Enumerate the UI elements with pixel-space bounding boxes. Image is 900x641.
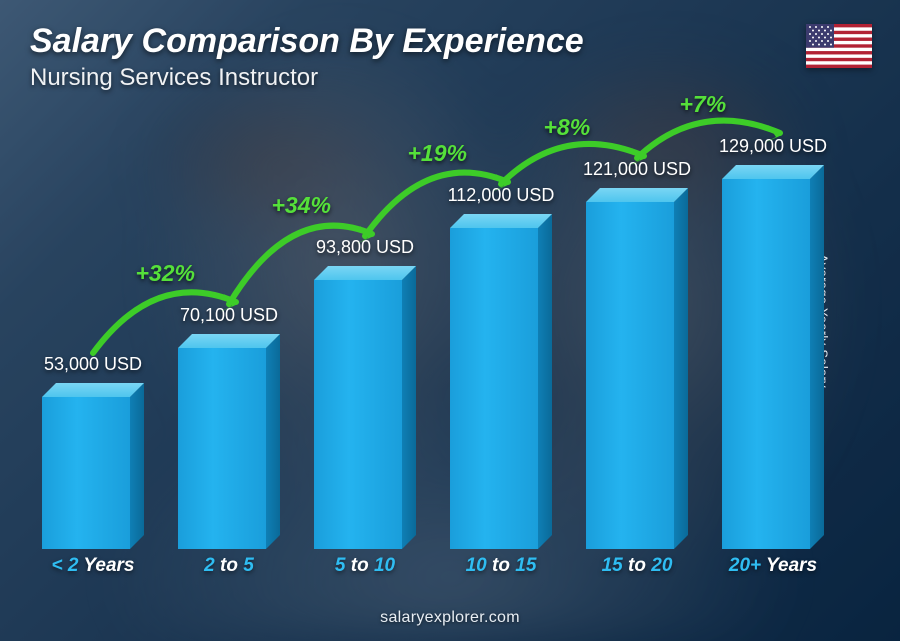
bar-side bbox=[402, 266, 416, 549]
increase-arrow bbox=[34, 97, 840, 577]
category-label: 2 to 5 bbox=[170, 555, 288, 577]
bar-front bbox=[42, 397, 130, 549]
increase-arrow bbox=[34, 97, 840, 577]
bar bbox=[722, 179, 824, 549]
bar bbox=[42, 397, 144, 549]
category-label: 20+ Years bbox=[714, 555, 832, 577]
bar-top bbox=[178, 334, 280, 348]
footer-attribution: salaryexplorer.com bbox=[0, 609, 900, 627]
category-label: 15 to 20 bbox=[578, 555, 696, 577]
percent-increase-label: +7% bbox=[680, 91, 727, 118]
bar-front bbox=[314, 280, 402, 549]
bar-front bbox=[586, 202, 674, 549]
page-subtitle: Nursing Services Instructor bbox=[30, 64, 318, 92]
bar-side bbox=[538, 214, 552, 549]
value-label: 53,000 USD bbox=[34, 354, 152, 375]
category-label: < 2 Years bbox=[34, 555, 152, 577]
bar-top bbox=[314, 266, 416, 280]
bar-side bbox=[810, 165, 824, 549]
bar-top bbox=[42, 383, 144, 397]
increase-arrow bbox=[34, 97, 840, 577]
page-title: Salary Comparison By Experience bbox=[30, 22, 584, 61]
bar bbox=[314, 280, 416, 549]
value-label: 112,000 USD bbox=[442, 185, 560, 206]
value-label: 93,800 USD bbox=[306, 237, 424, 258]
value-label: 70,100 USD bbox=[170, 305, 288, 326]
bar-top bbox=[586, 188, 688, 202]
value-label: 129,000 USD bbox=[714, 136, 832, 157]
category-label: 5 to 10 bbox=[306, 555, 424, 577]
bar-side bbox=[266, 334, 280, 549]
bar-front bbox=[450, 228, 538, 549]
percent-increase-label: +19% bbox=[408, 140, 467, 167]
bar-top bbox=[450, 214, 552, 228]
bar bbox=[450, 228, 552, 549]
value-label: 121,000 USD bbox=[578, 159, 696, 180]
bar-front bbox=[178, 348, 266, 549]
bar bbox=[586, 202, 688, 549]
percent-increase-label: +32% bbox=[136, 260, 195, 287]
bar-side bbox=[130, 383, 144, 549]
us-flag-icon bbox=[806, 24, 872, 68]
percent-increase-label: +8% bbox=[544, 114, 591, 141]
increase-arrow bbox=[34, 97, 840, 577]
bar-side bbox=[674, 188, 688, 549]
bar bbox=[178, 348, 280, 549]
bar-top bbox=[722, 165, 824, 179]
bar-front bbox=[722, 179, 810, 549]
infographic-container: Salary Comparison By Experience Nursing … bbox=[0, 0, 900, 641]
increase-arrow bbox=[34, 97, 840, 577]
percent-increase-label: +34% bbox=[272, 192, 331, 219]
bar-chart: 53,000 USD < 2 Years 70,100 USD 2 to 5 +32% 9… bbox=[34, 97, 840, 577]
category-label: 10 to 15 bbox=[442, 555, 560, 577]
